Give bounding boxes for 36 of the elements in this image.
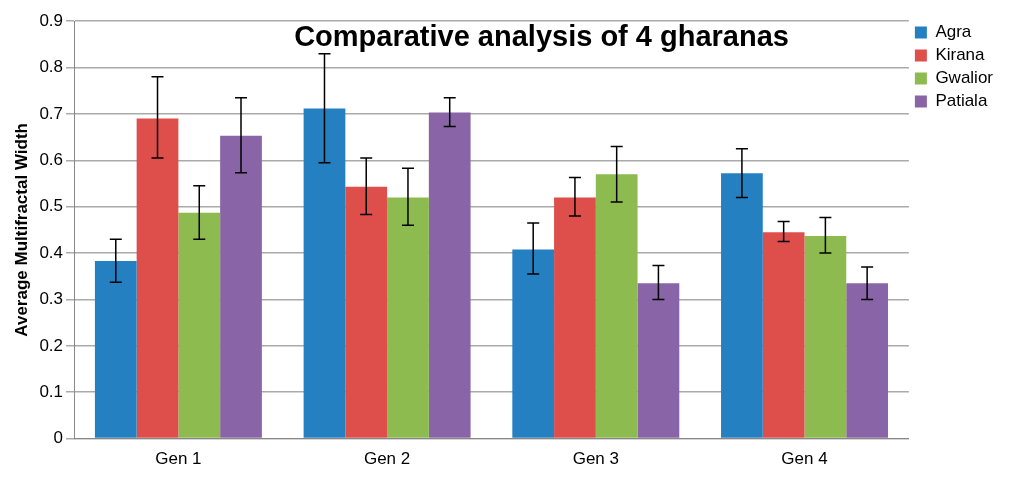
x-tick-label: Gen 1 [155,449,202,469]
x-tick-label: Gen 2 [363,449,411,469]
y-tick-label: 0.4 [39,242,64,262]
bar [512,249,555,438]
bar [94,260,137,438]
x-tick-label: Gen 4 [781,449,828,469]
y-tick-label: 0.1 [39,381,64,401]
bar [554,197,596,438]
legend-label: Agra [935,22,972,42]
legend-label: Patiala [935,91,988,111]
legend-label: Kirana [935,45,986,65]
legend-label: Gwalior [935,68,994,88]
y-tick-label: 0.5 [39,196,64,216]
chart-title: Comparative analysis of 4 gharanas [294,19,789,52]
bar [303,108,346,438]
bar [178,212,221,438]
bar [637,283,680,438]
bar [136,118,179,438]
x-tick-label: Gen 3 [572,449,619,469]
bar [345,186,388,438]
bar [762,232,805,438]
bar [846,283,889,438]
bar [721,173,763,438]
y-tick-label: 0.6 [39,150,64,170]
bar [595,174,638,438]
y-tick-label: 0.7 [39,103,64,123]
bar [387,197,429,438]
y-tick-label: 0.2 [39,335,64,355]
bar [804,235,847,438]
y-tick-label: 0.9 [39,10,64,30]
bar [220,135,262,438]
bar [428,112,471,438]
y-axis-title: Average Multifractal Width [11,123,31,337]
y-tick-label: 0.8 [39,57,64,77]
y-tick-label: 0 [53,428,64,448]
y-tick-label: 0.3 [39,289,64,309]
